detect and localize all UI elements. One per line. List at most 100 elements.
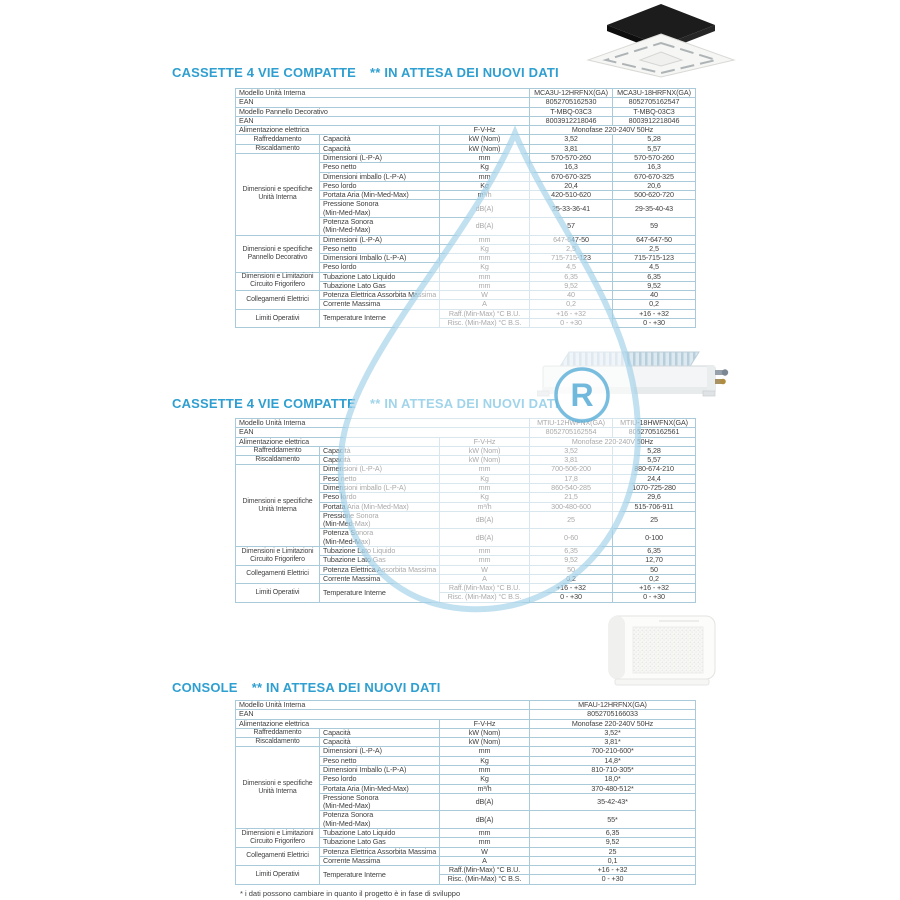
table-cell: Dimensioni e specifiche Unità Interna — [235, 746, 320, 829]
table-cell: Raffreddamento — [235, 134, 320, 145]
table-cell: 3,52 — [529, 134, 614, 145]
table-cell: mm — [438, 234, 531, 245]
table-cell: mm — [438, 171, 531, 182]
table-row: Collegamenti Elettrici Potenza Elettrica … — [235, 846, 697, 867]
table-cell: Tubazione Lato Gas — [319, 555, 440, 566]
table-cell: Riscaldamento — [235, 737, 320, 748]
table-cell: Peso lordo — [319, 492, 440, 503]
table-cell: Corrente Massima — [319, 855, 440, 867]
table-cell: 8003912218046 — [612, 115, 697, 127]
table-cell: dB(A) — [438, 216, 531, 236]
table-row: EAN 8052705162530 8052705162547 — [234, 97, 697, 108]
table-cell: mm — [438, 555, 531, 566]
table-cell: W — [438, 564, 531, 575]
table-cell: Dimensioni e specifiche Unità Interna — [235, 152, 320, 236]
table-cell: 50 — [529, 564, 614, 575]
table-row: Raffreddamento Capacità kW (Nom) 3,52 5,28 — [235, 134, 697, 145]
title-text: CONSOLE — [172, 680, 238, 695]
table-cell: 8052705166033 — [529, 709, 697, 720]
table-cell: Potenza Sonora (Min-Med-Max) — [319, 216, 440, 236]
table-cell: Tubazione Lato Gas — [319, 837, 440, 848]
table-cell: Modello Unità Interna — [234, 699, 531, 711]
title-note: ** IN ATTESA DEI NUOVI DATI — [369, 396, 559, 411]
table-row: Potenza Sonora (Min-Med-Max) dB(A) 55* — [236, 810, 697, 829]
table-cell: 0-60 — [529, 528, 614, 547]
table-cell: Dimensioni e specifiche Pannello Decorat… — [235, 234, 320, 273]
table-cell: Kg — [438, 262, 531, 273]
table-cell: 55* — [529, 810, 697, 829]
table-cell: Pressione Sonora (Min-Med-Max) — [319, 510, 440, 530]
title-note: ** IN ATTESA DEI NUOVI DATI — [251, 680, 441, 695]
table-cell: mm — [438, 464, 531, 475]
table-cell: 0 - +30 — [612, 592, 697, 603]
duct-unit-image — [537, 351, 729, 397]
table-cell: Dimensioni e Limitazioni Circuito Frigor… — [235, 271, 320, 292]
table-cell: 700-210-600* — [529, 746, 697, 757]
table-row: Alimentazione elettrica F-V-Hz Monofase 22… — [235, 718, 697, 729]
table-cell: Riscaldamento — [235, 143, 320, 154]
table-cell: Risc. (Min-Max) °C B.S. — [438, 592, 531, 603]
table-cell: A — [438, 299, 531, 310]
table-cell: EAN — [234, 709, 531, 720]
table-row: Alimentazione elettrica F-V-Hz Monofase 22… — [235, 436, 697, 447]
table-row: Dimensioni e Limitazioni Circuito Frigor… — [235, 271, 697, 292]
table-cell: 6,35 — [529, 271, 614, 282]
title-text: CASSETTE 4 VIE COMPATTE — [172, 396, 356, 411]
table-row: Riscaldamento Capacità kW (Nom) 3,81 5,57 — [235, 143, 697, 154]
table-cell: Monofase 220-240V 50Hz — [529, 436, 697, 447]
table-cell: 8052705162547 — [612, 97, 697, 108]
table-cell: Peso lordo — [319, 774, 440, 785]
table-cell: Corrente Massima — [319, 573, 440, 585]
table-cell: 25 — [529, 846, 697, 857]
table-row: Corrente Massima A 0,1 — [236, 855, 697, 867]
table-cell: dB(A) — [438, 528, 531, 547]
table-cell: 0 - +30 — [529, 318, 614, 329]
table-cell: m³/h — [438, 501, 531, 512]
table-cell: Raffreddamento — [235, 727, 320, 739]
title-note: ** IN ATTESA DEI NUOVI DATI — [369, 65, 559, 80]
console-unit-image — [608, 615, 716, 686]
table-cell: 8052705162561 — [612, 427, 697, 438]
table-row: Riscaldamento Capacità kW (Nom) 3,81 5,57 — [235, 455, 697, 466]
table-cell: Collegamenti Elettrici — [235, 290, 320, 310]
table-cell: 57 — [529, 216, 614, 236]
table-cell: 16,3 — [612, 162, 697, 173]
table-cell: Modello Pannello Decorativo — [234, 106, 531, 117]
table-cell: kW (Nom) — [438, 134, 531, 145]
table-cell: 647-647-50 — [529, 234, 614, 245]
table-cell: 670-670-325 — [612, 171, 697, 182]
table-cell: Limiti Operativi — [235, 308, 320, 329]
table-cell: Limiti Operativi — [235, 583, 320, 603]
table-cell: Collegamenti Elettrici — [235, 564, 320, 585]
table-row: Dimensioni e Limitazioni Circuito Frigor… — [235, 545, 697, 566]
table-cell: Riscaldamento — [235, 455, 320, 466]
table-cell: 21,5 — [529, 492, 614, 503]
table-cell: Kg — [438, 162, 531, 173]
table-cell: 4,5 — [529, 262, 614, 273]
table-row: Alimentazione elettrica F-V-Hz Monofase 22… — [235, 125, 697, 136]
spec-table-cassette: Modello Unità Interna MCA3U-12HRFNX(GA) MC… — [234, 87, 697, 329]
table-cell: Portata Aria (Min-Med-Max) — [319, 501, 440, 512]
section-title-console: CONSOLE ** IN ATTESA DEI NUOVI DATI — [172, 680, 441, 695]
table-cell: 25 — [612, 510, 697, 530]
table-cell: 670-670-325 — [529, 171, 614, 182]
table-cell: 0 - +30 — [529, 592, 614, 603]
table-cell: dB(A) — [438, 810, 531, 829]
table-row: Riscaldamento Capacità kW (Nom) 3,81* — [235, 737, 697, 748]
table-cell: 59 — [612, 216, 697, 236]
footnote: * i dati possono cambiare in quanto il p… — [240, 889, 461, 898]
table-cell: Modello Unità Interna — [234, 417, 531, 429]
table-cell: 0,2 — [529, 299, 614, 310]
table-cell: 8052705162554 — [529, 427, 614, 438]
section-title-cassette-2: CASSETTE 4 VIE COMPATTE ** IN ATTESA DEI … — [172, 396, 559, 411]
table-row: Dimensioni e specifiche Unità Interna Dim… — [235, 464, 697, 547]
table-row: Dimensioni e specifiche Unità Interna Dim… — [235, 746, 697, 829]
table-cell: 0 - +30 — [529, 874, 697, 885]
table-cell: 25 — [529, 510, 614, 530]
table-cell: Alimentazione elettrica — [235, 718, 440, 729]
table-cell: EAN — [234, 97, 531, 108]
table-cell: 29-35-40-43 — [612, 199, 697, 218]
table-cell: Pressione Sonora (Min-Med-Max) — [319, 199, 440, 218]
table-cell: 9,52 — [529, 837, 697, 848]
table-cell: Potenza Elettrica Assorbita Massima — [319, 846, 440, 857]
